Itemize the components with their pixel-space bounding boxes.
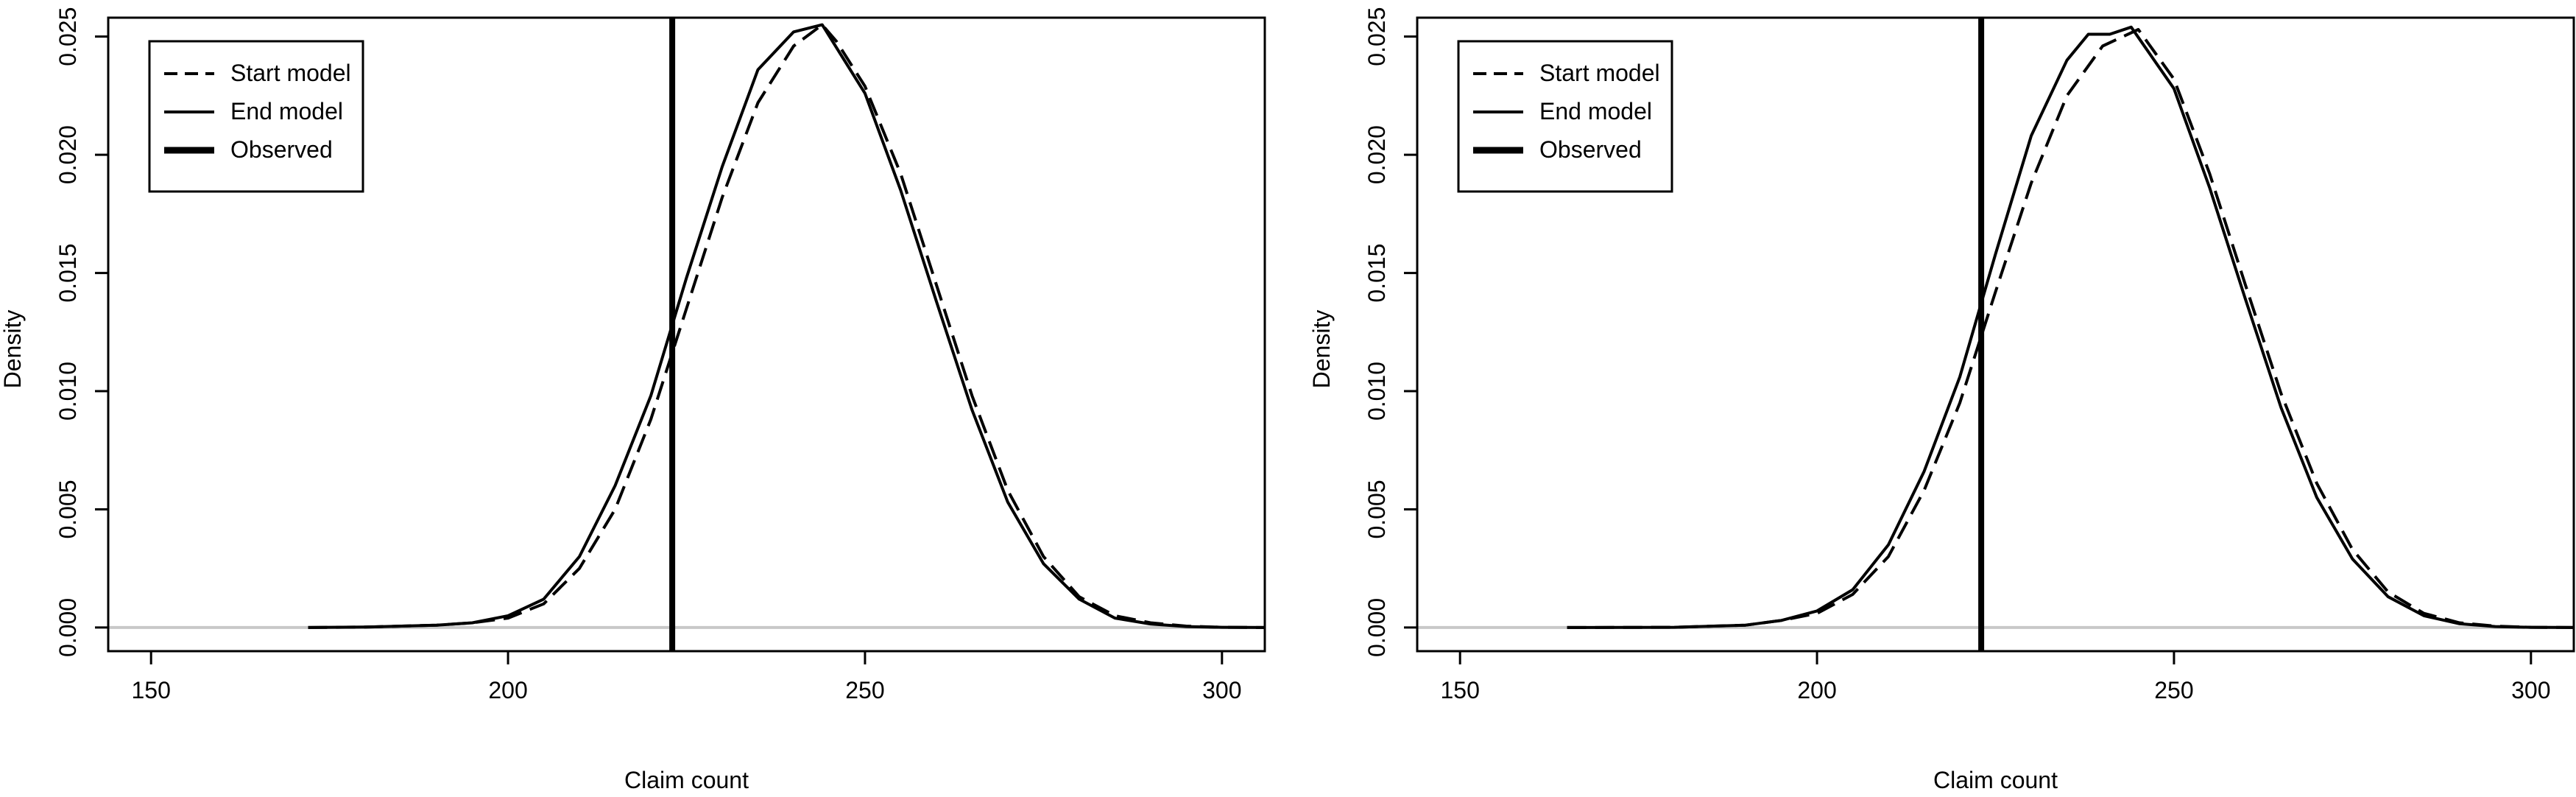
x-tick-label: 150	[1440, 677, 1479, 703]
x-tick-label: 200	[488, 677, 527, 703]
y-axis-title: Density	[1308, 310, 1335, 389]
y-tick-label: 0.000	[54, 598, 81, 657]
x-tick-label: 300	[1202, 677, 1241, 703]
y-tick-label: 0.010	[54, 362, 81, 421]
y-tick-label: 0.025	[54, 7, 81, 66]
start-model-curve	[308, 23, 1266, 629]
y-tick-label: 0.025	[1363, 7, 1390, 66]
y-tick-label: 0.015	[1363, 244, 1390, 303]
y-tick-label: 0.010	[1363, 362, 1390, 421]
legend-label: Start model	[1539, 60, 1660, 86]
x-axis-title: Claim count	[624, 767, 749, 793]
x-tick-label: 150	[131, 677, 170, 703]
legend-label: End model	[1539, 98, 1652, 124]
x-tick-label: 300	[2511, 677, 2550, 703]
end-model-curve	[1567, 25, 2575, 629]
legend-label: Observed	[230, 136, 333, 163]
legend-label: Start model	[230, 60, 351, 86]
x-axis-title: Claim count	[1933, 767, 2058, 793]
y-tick-label: 0.005	[1363, 480, 1390, 538]
y-tick-label: 0.020	[1363, 125, 1390, 184]
legend-box	[1457, 40, 1673, 193]
x-tick-label: 250	[845, 677, 884, 703]
start-model-curve	[1567, 28, 2575, 629]
y-tick-label: 0.005	[54, 480, 81, 538]
legend-label: Observed	[1539, 136, 1642, 163]
plot-frame	[1416, 16, 2575, 653]
x-tick-label: 250	[2154, 677, 2193, 703]
x-tick-label: 200	[1797, 677, 1836, 703]
plot-frame	[107, 16, 1266, 653]
legend-box	[148, 40, 364, 193]
y-tick-label: 0.000	[1363, 598, 1390, 657]
y-tick-label: 0.020	[54, 125, 81, 184]
legend-label: End model	[230, 98, 343, 124]
right-plot-panel: 150 200 250 300 0.000 0.005 0.010 0.015 0.020 0.0…	[1308, 7, 2575, 793]
left-plot-panel: 150 200 250 300 0.000 0.005 0.010 0.015 0.020 0.0…	[0, 7, 1266, 793]
y-tick-label: 0.015	[54, 244, 81, 303]
end-model-curve	[308, 23, 1266, 629]
y-axis-title: Density	[0, 310, 26, 389]
